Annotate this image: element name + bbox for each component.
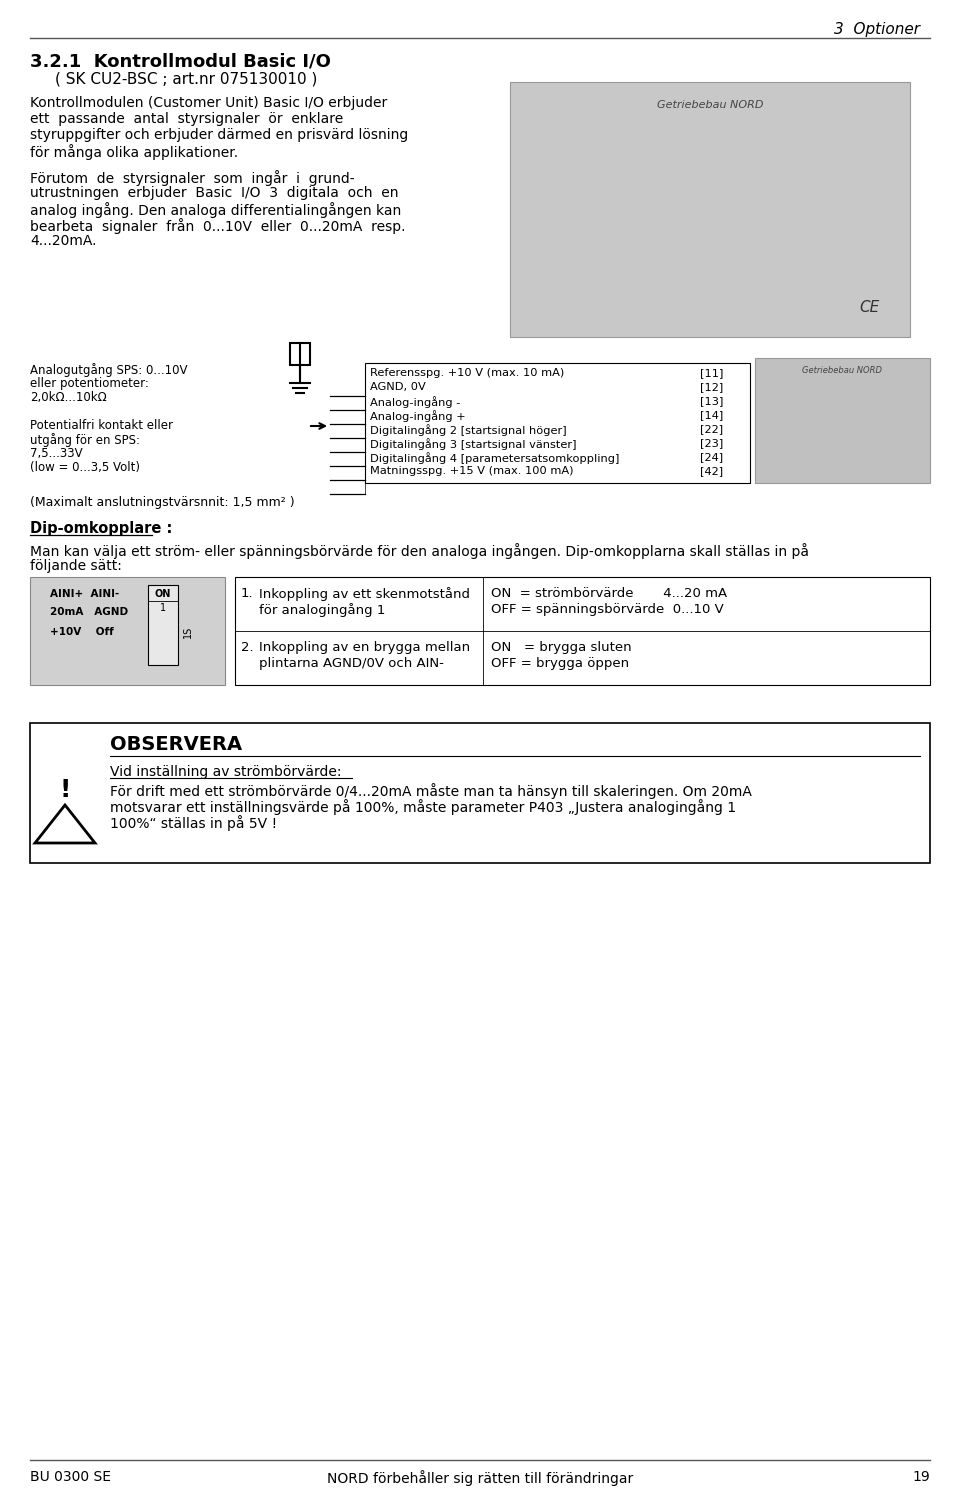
Text: ett  passande  antal  styrsignaler  ör  enklare: ett passande antal styrsignaler ör enkla… bbox=[30, 112, 344, 125]
Text: [24]: [24] bbox=[700, 452, 723, 463]
Text: utgång för en SPS:: utgång för en SPS: bbox=[30, 433, 140, 448]
Text: BU 0300 SE: BU 0300 SE bbox=[30, 1470, 111, 1485]
Bar bbox=[365, 363, 750, 483]
Text: OBSERVERA: OBSERVERA bbox=[110, 736, 242, 753]
Text: Potentialfri kontakt eller: Potentialfri kontakt eller bbox=[30, 419, 173, 433]
Text: Inkoppling av en brygga mellan: Inkoppling av en brygga mellan bbox=[259, 642, 470, 653]
Text: 1S: 1S bbox=[183, 625, 193, 639]
Text: Analog-ingång -: Analog-ingång - bbox=[370, 395, 461, 407]
Text: ON: ON bbox=[155, 589, 171, 598]
Text: 3.2.1  Kontrollmodul Basic I/O: 3.2.1 Kontrollmodul Basic I/O bbox=[30, 52, 331, 70]
Text: [14]: [14] bbox=[700, 410, 723, 421]
Text: Digitalingång 4 [parametersatsomkoppling]: Digitalingång 4 [parametersatsomkoppling… bbox=[370, 452, 619, 464]
Text: ( SK CU2-BSC ; art.nr 075130010 ): ( SK CU2-BSC ; art.nr 075130010 ) bbox=[55, 72, 318, 87]
Bar bbox=[290, 343, 310, 366]
Text: för många olika applikationer.: för många olika applikationer. bbox=[30, 145, 238, 160]
Text: 4...20mA.: 4...20mA. bbox=[30, 234, 97, 248]
Text: Referensspg. +10 V (max. 10 mA): Referensspg. +10 V (max. 10 mA) bbox=[370, 369, 564, 377]
Text: [22]: [22] bbox=[700, 424, 723, 434]
Text: bearbeta  signaler  från  0...10V  eller  0...20mA  resp.: bearbeta signaler från 0...10V eller 0..… bbox=[30, 218, 405, 234]
Text: 100%“ ställas in på 5V !: 100%“ ställas in på 5V ! bbox=[110, 815, 277, 831]
Text: 2,0kΩ...10kΩ: 2,0kΩ...10kΩ bbox=[30, 391, 107, 404]
Text: för analogingång 1: för analogingång 1 bbox=[259, 603, 385, 618]
Text: 19: 19 bbox=[912, 1470, 930, 1485]
Text: Digitalingång 2 [startsignal höger]: Digitalingång 2 [startsignal höger] bbox=[370, 424, 566, 436]
Text: ON   = brygga sluten: ON = brygga sluten bbox=[491, 642, 632, 653]
Text: För drift med ett strömbörvärde 0/4...20mA måste man ta hänsyn till skaleringen.: För drift med ett strömbörvärde 0/4...20… bbox=[110, 783, 752, 798]
Text: Inkoppling av ett skenmotstånd: Inkoppling av ett skenmotstånd bbox=[259, 586, 470, 601]
Text: plintarna AGND/0V och AIN-: plintarna AGND/0V och AIN- bbox=[259, 656, 444, 670]
Text: Analog-ingång +: Analog-ingång + bbox=[370, 410, 466, 422]
Text: Kontrollmodulen (Customer Unit) Basic I/O erbjuder: Kontrollmodulen (Customer Unit) Basic I/… bbox=[30, 95, 387, 110]
Bar bbox=[510, 82, 910, 337]
Text: Analogutgång SPS: 0...10V: Analogutgång SPS: 0...10V bbox=[30, 363, 187, 377]
Text: 1.: 1. bbox=[241, 586, 253, 600]
Text: motsvarar ett inställningsvärde på 100%, måste parameter P403 „Justera analoging: motsvarar ett inställningsvärde på 100%,… bbox=[110, 800, 736, 815]
Text: 1: 1 bbox=[160, 603, 166, 613]
Text: Man kan välja ett ström- eller spänningsbörvärde för den analoga ingången. Dip-o: Man kan välja ett ström- eller spännings… bbox=[30, 543, 809, 560]
Text: AGND, 0V: AGND, 0V bbox=[370, 382, 425, 392]
Text: NORD förbehåller sig rätten till förändringar: NORD förbehåller sig rätten till förändr… bbox=[326, 1470, 634, 1486]
Text: OFF = spänningsbörvärde  0...10 V: OFF = spänningsbörvärde 0...10 V bbox=[491, 603, 724, 616]
Text: följande sätt:: följande sätt: bbox=[30, 560, 122, 573]
Text: (Maximalt anslutningstvärsnnit: 1,5 mm² ): (Maximalt anslutningstvärsnnit: 1,5 mm² … bbox=[30, 495, 295, 509]
Text: 7,5...33V: 7,5...33V bbox=[30, 448, 83, 460]
Text: analog ingång. Den analoga differentialingången kan: analog ingång. Den analoga differentiali… bbox=[30, 201, 401, 218]
Text: ON  = strömbörvärde       4...20 mA: ON = strömbörvärde 4...20 mA bbox=[491, 586, 727, 600]
Text: Vid inställning av strömbörvärde:: Vid inställning av strömbörvärde: bbox=[110, 765, 342, 779]
Polygon shape bbox=[35, 806, 95, 843]
Text: 20mA   AGND: 20mA AGND bbox=[50, 607, 128, 618]
Text: !: ! bbox=[60, 777, 71, 803]
Text: Förutom  de  styrsignaler  som  ingår  i  grund-: Förutom de styrsignaler som ingår i grun… bbox=[30, 170, 354, 186]
Bar bbox=[30, 724, 930, 862]
Text: Matningsspg. +15 V (max. 100 mA): Matningsspg. +15 V (max. 100 mA) bbox=[370, 466, 573, 476]
Bar bbox=[755, 358, 930, 483]
Text: styruppgifter och erbjuder därmed en prisvärd lösning: styruppgifter och erbjuder därmed en pri… bbox=[30, 128, 408, 142]
Text: Getriebebau NORD: Getriebebau NORD bbox=[657, 100, 763, 110]
Text: eller potentiometer:: eller potentiometer: bbox=[30, 377, 149, 389]
Bar bbox=[30, 577, 225, 685]
Text: AINI+  AINI-: AINI+ AINI- bbox=[50, 589, 119, 598]
Bar bbox=[235, 577, 930, 685]
Text: [23]: [23] bbox=[700, 439, 723, 448]
Text: 2.: 2. bbox=[241, 642, 253, 653]
Text: Digitalingång 3 [startsignal vänster]: Digitalingång 3 [startsignal vänster] bbox=[370, 439, 577, 451]
Text: Getriebebau NORD: Getriebebau NORD bbox=[803, 366, 882, 374]
Bar bbox=[148, 585, 178, 665]
Text: Dip-omkopplare :: Dip-omkopplare : bbox=[30, 521, 173, 536]
Text: (low = 0...3,5 Volt): (low = 0...3,5 Volt) bbox=[30, 461, 140, 474]
Text: [13]: [13] bbox=[700, 395, 724, 406]
Text: CE: CE bbox=[860, 300, 880, 315]
Text: [42]: [42] bbox=[700, 466, 723, 476]
Text: [12]: [12] bbox=[700, 382, 723, 392]
Text: OFF = brygga öppen: OFF = brygga öppen bbox=[491, 656, 629, 670]
Text: 3  Optioner: 3 Optioner bbox=[834, 22, 920, 37]
Text: utrustningen  erbjuder  Basic  I/O  3  digitala  och  en: utrustningen erbjuder Basic I/O 3 digita… bbox=[30, 186, 398, 200]
Text: [11]: [11] bbox=[700, 369, 724, 377]
Text: +10V    Off: +10V Off bbox=[50, 627, 113, 637]
